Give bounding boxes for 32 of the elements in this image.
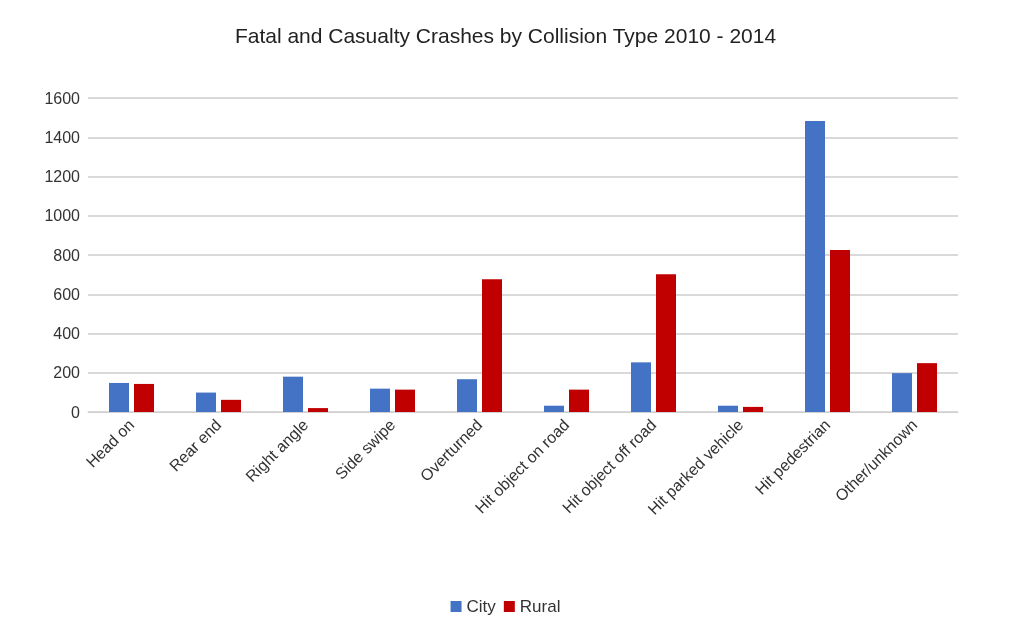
bar <box>830 250 850 412</box>
bar <box>196 392 216 412</box>
y-tick-label: 600 <box>53 285 81 303</box>
bar <box>544 405 564 412</box>
bar <box>569 389 589 412</box>
bar <box>718 405 738 412</box>
bar <box>370 388 390 412</box>
bar <box>109 382 129 412</box>
y-tick-label: 0 <box>71 403 81 421</box>
y-tick-label: 1000 <box>44 207 81 225</box>
bar <box>656 274 676 412</box>
y-tick-label: 1200 <box>44 168 81 185</box>
chart-title: Fatal and Casualty Crashes by Collision Type 2010 - 2014 <box>234 24 777 47</box>
bar <box>631 362 651 412</box>
y-tick-label: 1400 <box>44 128 81 146</box>
y-tick-label: 400 <box>53 325 81 342</box>
y-tick-label: 800 <box>53 246 81 264</box>
bar <box>917 363 937 412</box>
y-tick-label: 1600 <box>44 89 81 107</box>
legend-label: Rural <box>519 597 561 616</box>
bar <box>134 383 154 412</box>
bar <box>221 399 241 412</box>
bar <box>743 406 763 412</box>
bar <box>482 279 502 412</box>
bar <box>395 389 415 412</box>
legend-label: City <box>466 597 497 616</box>
bar <box>308 408 328 412</box>
bar <box>892 373 912 412</box>
bar <box>457 379 477 412</box>
bar <box>805 120 825 412</box>
bar <box>283 376 303 412</box>
y-tick-label: 200 <box>53 364 81 382</box>
